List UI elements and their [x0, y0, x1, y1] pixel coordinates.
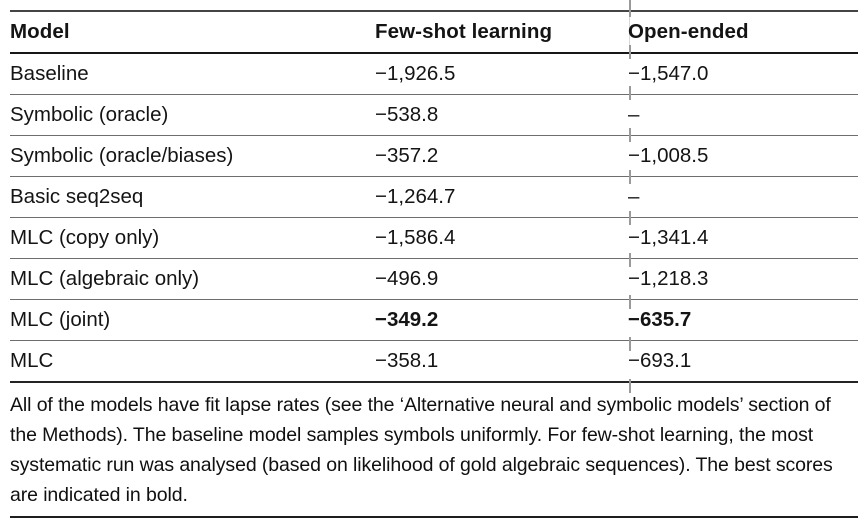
column-divider-tick [629, 253, 631, 267]
few-shot-score-cell: −358.1 [375, 349, 439, 372]
column-divider-tick [629, 86, 631, 100]
model-name-cell: MLC [10, 349, 54, 372]
open-ended-score-cell: −1,547.0 [628, 62, 709, 85]
table-footnote: All of the models have fit lapse rates (… [10, 383, 858, 518]
open-ended-score-cell: −1,218.3 [628, 267, 709, 290]
few-shot-score-cell: −357.2 [375, 144, 439, 167]
model-name-cell: MLC (algebraic only) [10, 267, 200, 290]
open-ended-score-cell: – [628, 103, 640, 126]
table-header-row: Model Few-shot learning Open-ended [10, 12, 858, 54]
model-name-cell: Symbolic (oracle) [10, 103, 169, 126]
column-header-model: Model [10, 20, 70, 43]
column-divider-tick [629, 0, 631, 17]
model-name-cell: MLC (joint) [10, 308, 111, 331]
column-divider-tick [629, 337, 631, 351]
table-row: MLC (copy only) −1,586.4 −1,341.4 [10, 218, 858, 259]
table-row: MLC −358.1 −693.1 [10, 341, 858, 383]
model-name-cell: Symbolic (oracle/biases) [10, 144, 234, 167]
column-divider-tick [629, 295, 631, 309]
table-row: MLC (joint) −349.2 −635.7 [10, 300, 858, 341]
table-row: MLC (algebraic only) −496.9 −1,218.3 [10, 259, 858, 300]
table-row: Baseline −1,926.5 −1,547.0 [10, 54, 858, 95]
column-divider-line [629, 0, 630, 52]
table-row: Symbolic (oracle/biases) −357.2 −1,008.5 [10, 136, 858, 177]
column-divider-tick [629, 45, 631, 59]
few-shot-score-cell: −349.2 [375, 308, 439, 331]
column-header-few-shot-learning: Few-shot learning [375, 20, 553, 43]
open-ended-score-cell: −693.1 [628, 349, 692, 372]
few-shot-score-cell: −1,264.7 [375, 185, 456, 208]
table-row: Symbolic (oracle) −538.8 – [10, 95, 858, 136]
few-shot-score-cell: −1,586.4 [375, 226, 456, 249]
model-name-cell: Baseline [10, 62, 89, 85]
few-shot-score-cell: −1,926.5 [375, 62, 456, 85]
column-divider-tick [629, 211, 631, 225]
column-header-open-ended: Open-ended [628, 20, 749, 43]
column-divider-tick [629, 128, 631, 142]
few-shot-score-cell: −538.8 [375, 103, 439, 126]
column-divider-tick [629, 379, 631, 393]
open-ended-score-cell: −1,341.4 [628, 226, 709, 249]
few-shot-score-cell: −496.9 [375, 267, 439, 290]
open-ended-score-cell: −1,008.5 [628, 144, 709, 167]
table-row: Basic seq2seq −1,264.7 – [10, 177, 858, 218]
table-body: Baseline −1,926.5 −1,547.0 Symbolic (ora… [10, 54, 858, 383]
model-name-cell: Basic seq2seq [10, 185, 144, 208]
open-ended-score-cell: −635.7 [628, 308, 692, 331]
model-name-cell: MLC (copy only) [10, 226, 160, 249]
open-ended-score-cell: – [628, 185, 640, 208]
results-table: Model Few-shot learning Open-ended Basel… [10, 10, 858, 518]
column-divider-tick [629, 170, 631, 184]
